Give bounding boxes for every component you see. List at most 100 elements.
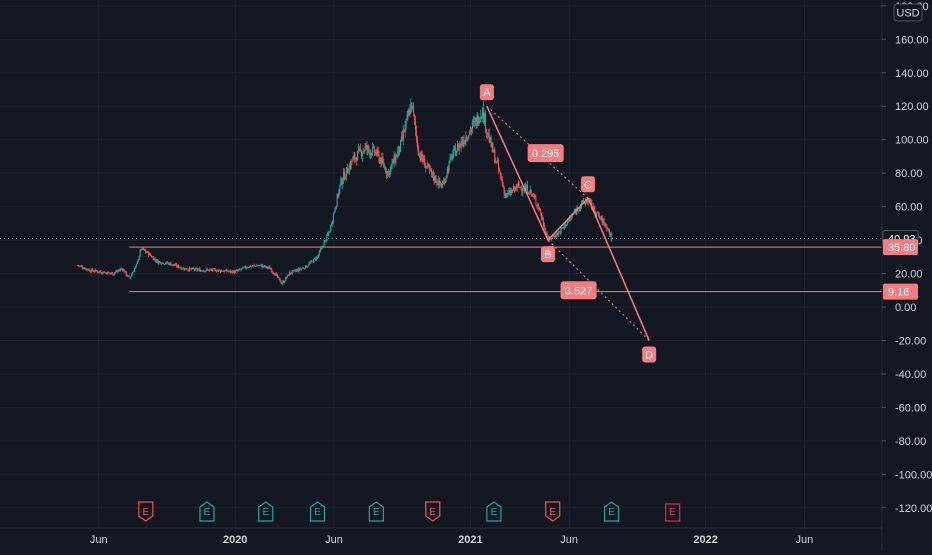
candle-body: [486, 132, 488, 134]
earnings-marker[interactable]: E: [486, 501, 502, 522]
earnings-marker[interactable]: E: [199, 501, 215, 522]
pattern-point-box: [479, 84, 494, 101]
candle-body: [272, 271, 274, 273]
candle-body: [89, 269, 91, 272]
candle-body: [434, 175, 436, 182]
candle-body: [276, 274, 278, 278]
earnings-marker[interactable]: E: [425, 501, 441, 522]
candle-body: [116, 271, 118, 272]
y-axis[interactable]: 180.00160.00140.00120.00100.0080.0060.00…: [881, 0, 932, 550]
candle-body: [382, 157, 384, 163]
candle-body: [521, 189, 523, 192]
candle-body: [604, 223, 606, 226]
candle-body: [242, 267, 244, 269]
pattern-point-d[interactable]: D: [642, 346, 657, 363]
candle-body: [79, 265, 81, 267]
candle-body: [399, 139, 402, 152]
ratio-label-group[interactable]: 3.527: [560, 281, 597, 300]
earnings-marker[interactable]: E: [258, 501, 274, 522]
candle-body: [371, 153, 373, 156]
y-tick-label: -80.00: [895, 436, 926, 448]
candle-body: [111, 272, 113, 275]
pattern-point-a[interactable]: A: [479, 84, 494, 101]
candle-body: [405, 118, 407, 126]
candle-body: [363, 150, 365, 152]
candle-body: [122, 269, 124, 271]
candle-body: [425, 166, 427, 168]
price-tag[interactable]: 9.16: [883, 283, 918, 300]
candle-body: [297, 269, 299, 272]
candle-body: [459, 145, 461, 146]
candle-body: [265, 266, 267, 268]
candle-body: [251, 265, 253, 267]
candle-body: [318, 251, 320, 255]
candle-body: [80, 266, 82, 267]
candle-body: [127, 275, 129, 277]
earnings-marker[interactable]: E: [665, 503, 681, 522]
candle-body: [415, 131, 417, 138]
earnings-marker-label: E: [314, 507, 321, 518]
candle-body: [553, 236, 556, 238]
candle-body: [142, 247, 144, 250]
y-tick-label: -20.00: [895, 335, 926, 347]
candle-body: [175, 264, 178, 267]
candle-body: [230, 270, 232, 273]
candle-body: [565, 223, 567, 227]
candle-body: [247, 267, 249, 269]
earnings-marker[interactable]: E: [309, 501, 326, 522]
candle-body: [349, 164, 351, 168]
candle-body: [123, 269, 125, 273]
candle-body: [284, 281, 286, 283]
candle-body: [340, 178, 342, 186]
candle-body: [383, 162, 385, 168]
x-tick-label: 2020: [223, 534, 247, 546]
candle-body: [492, 143, 494, 153]
candle-body: [398, 145, 400, 153]
candle-body: [306, 266, 308, 268]
candle-body: [424, 159, 426, 168]
candle-body: [117, 270, 119, 272]
earnings-marker[interactable]: E: [138, 501, 154, 522]
candle-body: [461, 140, 463, 144]
candle-body: [346, 167, 348, 174]
earnings-marker-label: E: [549, 507, 556, 518]
pattern-point-c[interactable]: C: [581, 176, 595, 193]
candle-body: [105, 272, 108, 275]
candle-body: [512, 186, 515, 191]
candle-body: [501, 179, 503, 185]
candle-body: [286, 277, 288, 279]
earnings-marker[interactable]: E: [368, 501, 384, 522]
candle-body: [520, 187, 522, 189]
candle-body: [344, 177, 347, 179]
candle-body: [543, 224, 545, 230]
candle-body: [190, 268, 193, 270]
candle-body: [136, 260, 138, 265]
candle-body: [217, 270, 219, 272]
candle-body: [488, 134, 490, 143]
earnings-marker-shape: [258, 501, 274, 522]
candle-body: [561, 227, 563, 229]
ratio-label: 3.527: [565, 285, 593, 297]
candle-body: [81, 266, 83, 269]
candle-body: [458, 144, 460, 152]
earnings-marker[interactable]: E: [603, 501, 620, 522]
candle-body: [478, 122, 480, 124]
candle-body: [392, 161, 394, 164]
candle-body: [180, 267, 182, 270]
pattern-leg: [587, 197, 650, 341]
pattern-point-b[interactable]: B: [541, 246, 556, 263]
candle-body: [295, 270, 297, 272]
earnings-marker-label: E: [429, 507, 436, 518]
earnings-marker[interactable]: E: [545, 501, 561, 522]
candle-body: [152, 256, 154, 260]
candle-body: [406, 114, 408, 118]
ratio-label-group[interactable]: 0.295: [527, 144, 564, 163]
x-axis[interactable]: Jun 2020 Jun 2021 Jun 2022 Jun: [0, 527, 882, 546]
candle-body: [226, 269, 228, 272]
price-tag[interactable]: 35.80: [883, 239, 918, 256]
price-tag-box: [883, 283, 918, 300]
candle-body: [133, 271, 135, 273]
candle-body: [581, 201, 583, 206]
